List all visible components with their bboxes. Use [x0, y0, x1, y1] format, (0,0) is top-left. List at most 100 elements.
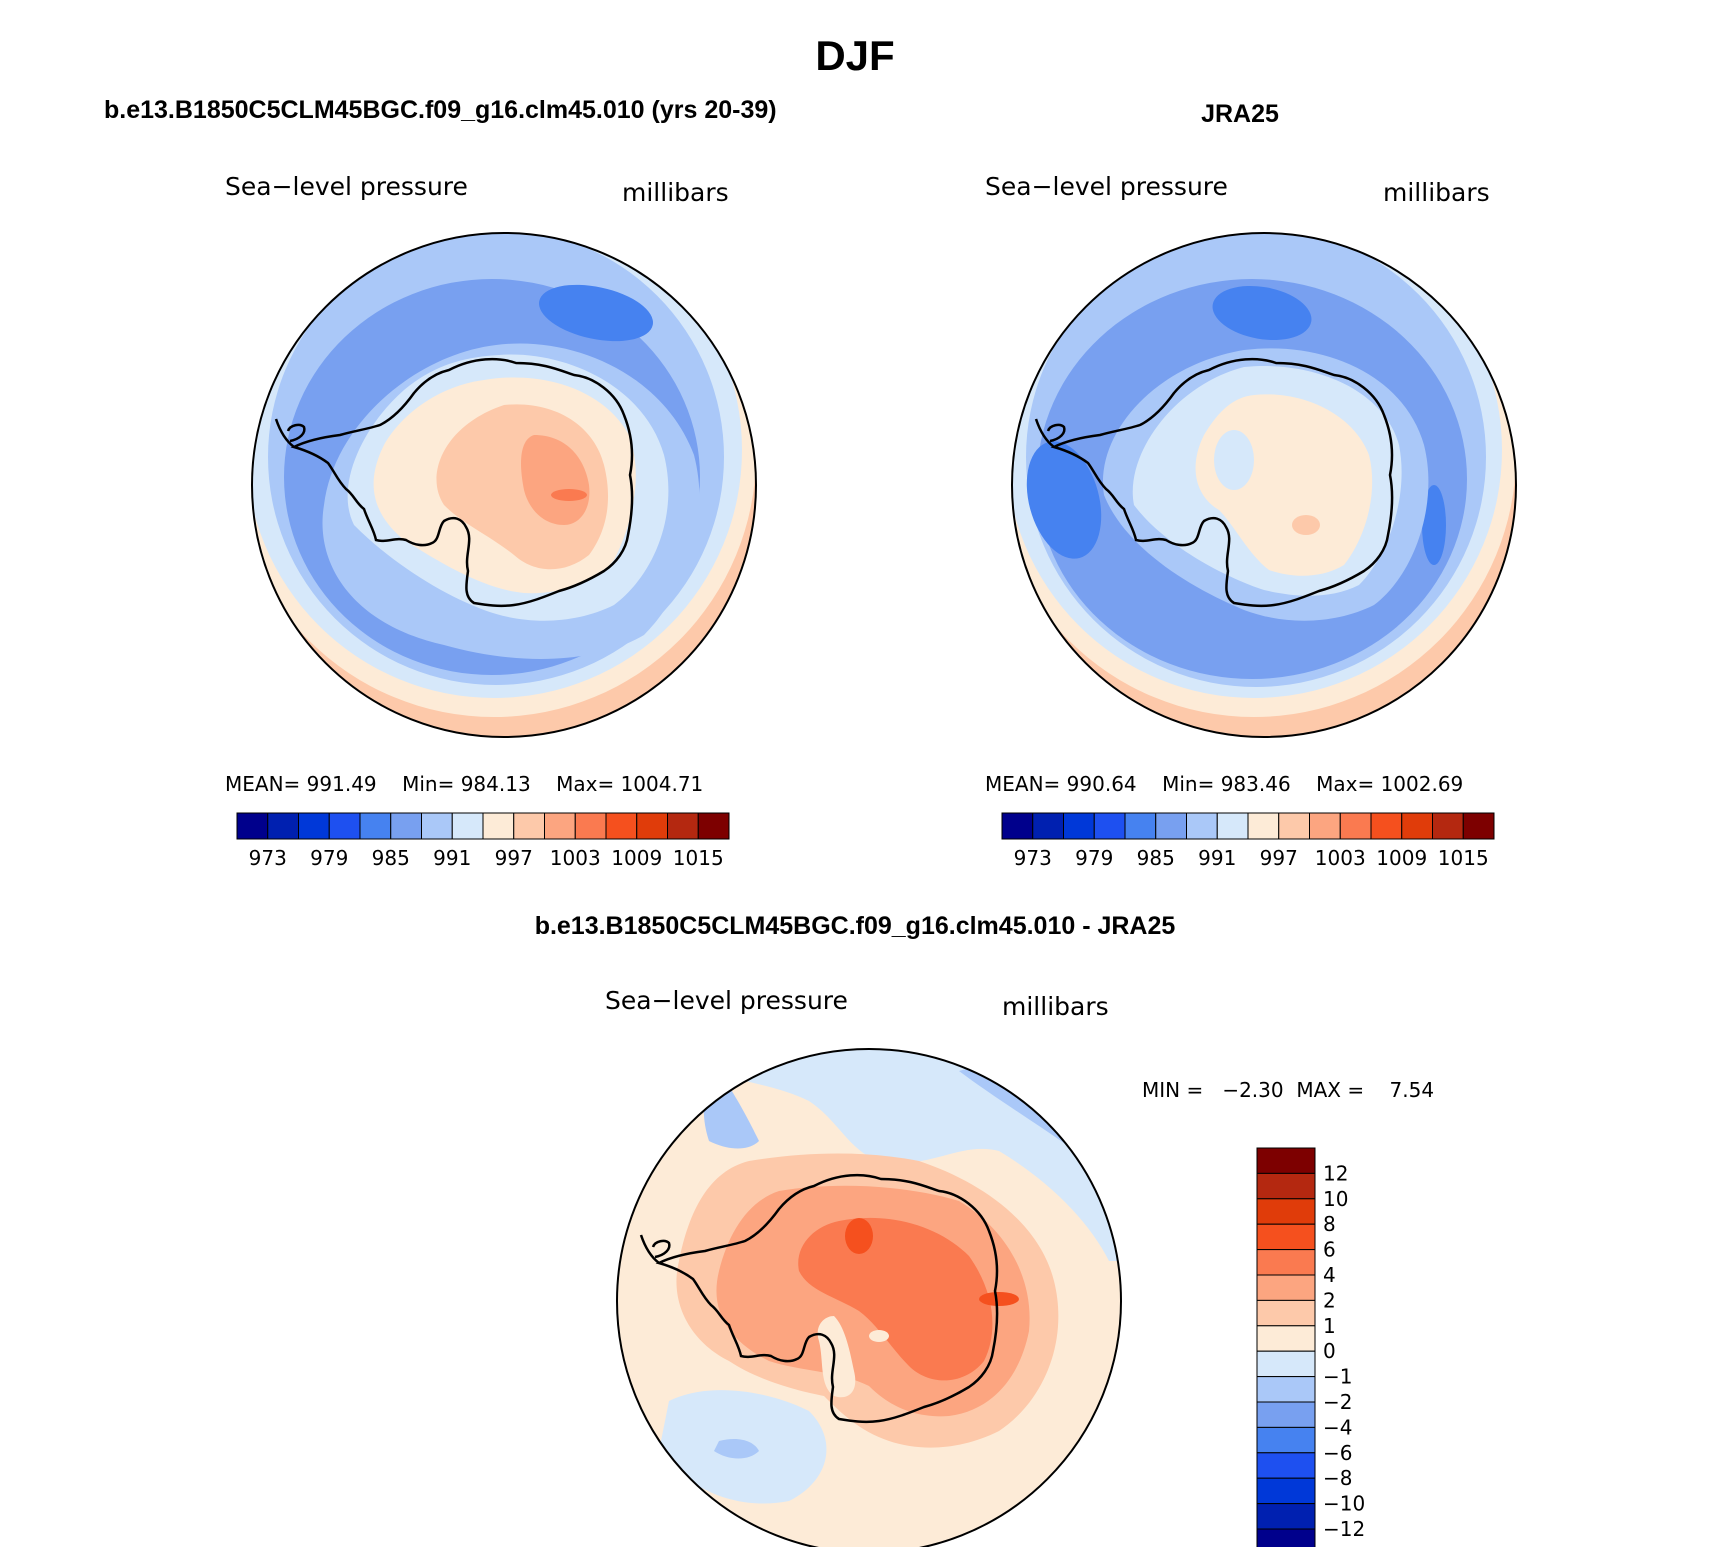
- colorbar-swatch: [1001, 812, 1034, 840]
- panel-3-minmax: MIN = −2.30 MAX = 7.54: [1142, 1078, 1434, 1102]
- colorbar-swatch: [1247, 812, 1280, 840]
- colorbar-tick-label: 6: [1323, 1238, 1336, 1262]
- colorbar-swatch: [636, 812, 668, 840]
- colorbar-swatch: [482, 812, 515, 840]
- colorbar-swatch: [1401, 812, 1433, 840]
- panel-2-polar-map: [1011, 232, 1517, 738]
- colorbar-tick-label: 2: [1323, 1288, 1336, 1312]
- colorbar-tick-label: 979: [310, 846, 348, 870]
- colorbar-tick-label: 991: [433, 846, 471, 870]
- colorbar-tick-label: −2: [1323, 1390, 1352, 1414]
- panel-1-variable-label: Sea−level pressure: [225, 172, 468, 201]
- colorbar-tick-label: −4: [1323, 1415, 1352, 1439]
- colorbar-swatch: [1216, 812, 1249, 840]
- colorbar-swatch: [421, 812, 453, 840]
- colorbar-swatch: [1256, 1528, 1316, 1547]
- colorbar-swatch: [359, 812, 392, 840]
- colorbar-tick-label: 1003: [1315, 846, 1366, 870]
- colorbar-swatch: [1462, 812, 1495, 840]
- colorbar-swatch: [1155, 812, 1187, 840]
- colorbar-tick-label: −6: [1323, 1441, 1352, 1465]
- colorbar-swatch: [390, 812, 422, 840]
- max-value: 7.54: [1389, 1078, 1435, 1102]
- colorbar-swatch: [1256, 1299, 1316, 1327]
- min-value: 983.46: [1220, 772, 1291, 796]
- panel-1-colorbar: 973 979 985 991 997 1003 1009 1015: [236, 812, 730, 870]
- colorbar-swatch: [1256, 1249, 1316, 1276]
- colorbar-tick-label: 997: [1260, 846, 1298, 870]
- colorbar-swatch: [1256, 1172, 1316, 1200]
- panel-1-stats: MEAN= 991.49 Min= 984.13 Max= 1004.71: [225, 772, 703, 796]
- min-label: MIN =: [1142, 1078, 1204, 1102]
- colorbar-swatch: [1370, 812, 1403, 840]
- max-label: MAX =: [1296, 1078, 1365, 1102]
- colorbar-tick-label: 10: [1323, 1187, 1348, 1211]
- mean-value: 990.64: [1066, 772, 1137, 796]
- colorbar-tick-label: 0: [1323, 1339, 1336, 1363]
- colorbar-swatch: [1032, 812, 1064, 840]
- min-label: Min=: [402, 772, 455, 796]
- panel-2-units-label: millibars: [1383, 178, 1490, 207]
- colorbar-tick-label: 985: [1137, 846, 1175, 870]
- colorbar-swatch: [605, 812, 638, 840]
- panel-3-title: b.e13.B1850C5CLM45BGC.f09_g16.clm45.010 …: [534, 912, 1176, 940]
- colorbar-swatch: [697, 812, 730, 840]
- colorbar-tick-label: 1: [1323, 1314, 1336, 1338]
- colorbar-swatch: [1186, 812, 1218, 840]
- colorbar-swatch: [667, 812, 699, 840]
- panel-1-polar-map: [251, 232, 757, 738]
- colorbar-swatch: [1256, 1274, 1316, 1301]
- colorbar-swatch: [1124, 812, 1157, 840]
- colorbar-swatch: [544, 812, 576, 840]
- max-label: Max=: [1316, 772, 1375, 796]
- colorbar-tick-label: 1009: [1376, 846, 1427, 870]
- colorbar-swatch: [328, 812, 361, 840]
- max-value: 1004.71: [620, 772, 704, 796]
- colorbar-tick-label: 979: [1075, 846, 1113, 870]
- panel-1-title: b.e13.B1850C5CLM45BGC.f09_g16.clm45.010 …: [104, 96, 777, 124]
- min-value: 984.13: [460, 772, 531, 796]
- colorbar-tick-label: 991: [1198, 846, 1236, 870]
- colorbar-swatch: [1256, 1426, 1316, 1454]
- colorbar-swatch: [1256, 1223, 1316, 1251]
- colorbar-swatch: [1256, 1376, 1316, 1403]
- colorbar-swatch: [1256, 1477, 1316, 1505]
- colorbar-tick-label: 1003: [550, 846, 601, 870]
- min-label: Min=: [1162, 772, 1215, 796]
- colorbar-swatch: [451, 812, 484, 840]
- mean-label: MEAN=: [225, 772, 301, 796]
- panel-2-stats: MEAN= 990.64 Min= 983.46 Max= 1002.69: [985, 772, 1463, 796]
- colorbar-swatch: [1093, 812, 1126, 840]
- page-title: DJF: [815, 32, 895, 79]
- mean-label: MEAN=: [985, 772, 1061, 796]
- colorbar-swatch: [574, 812, 607, 840]
- colorbar-swatch: [1256, 1147, 1316, 1174]
- colorbar-swatch: [1256, 1452, 1316, 1479]
- panel-3-units-label: millibars: [1002, 992, 1109, 1021]
- colorbar-swatch: [1432, 812, 1464, 840]
- colorbar-swatch: [1256, 1401, 1316, 1428]
- min-value: −2.30: [1222, 1078, 1284, 1102]
- colorbar-tick-label: 1015: [1438, 846, 1489, 870]
- colorbar-swatch: [1256, 1198, 1316, 1225]
- colorbar-tick-label: 1015: [673, 846, 724, 870]
- colorbar-swatch: [1309, 812, 1341, 840]
- max-value: 1002.69: [1380, 772, 1464, 796]
- panel-1-units-label: millibars: [622, 178, 729, 207]
- colorbar-tick-label: 8: [1323, 1212, 1336, 1236]
- colorbar-swatch: [1256, 1350, 1316, 1378]
- panel-3-variable-label: Sea−level pressure: [605, 986, 848, 1015]
- colorbar-swatch: [1256, 1325, 1316, 1352]
- colorbar-tick-label: 4: [1323, 1263, 1336, 1287]
- colorbar-swatch: [1063, 812, 1095, 840]
- colorbar-swatch: [298, 812, 330, 840]
- max-label: Max=: [556, 772, 615, 796]
- panel-2-variable-label: Sea−level pressure: [985, 172, 1228, 201]
- mean-value: 991.49: [306, 772, 377, 796]
- panel-2-colorbar: 973 979 985 991 997 1003 1009 1015: [1001, 812, 1495, 870]
- colorbar-tick-label: −8: [1323, 1466, 1352, 1490]
- colorbar-swatch: [236, 812, 269, 840]
- colorbar-tick-label: −10: [1323, 1492, 1365, 1516]
